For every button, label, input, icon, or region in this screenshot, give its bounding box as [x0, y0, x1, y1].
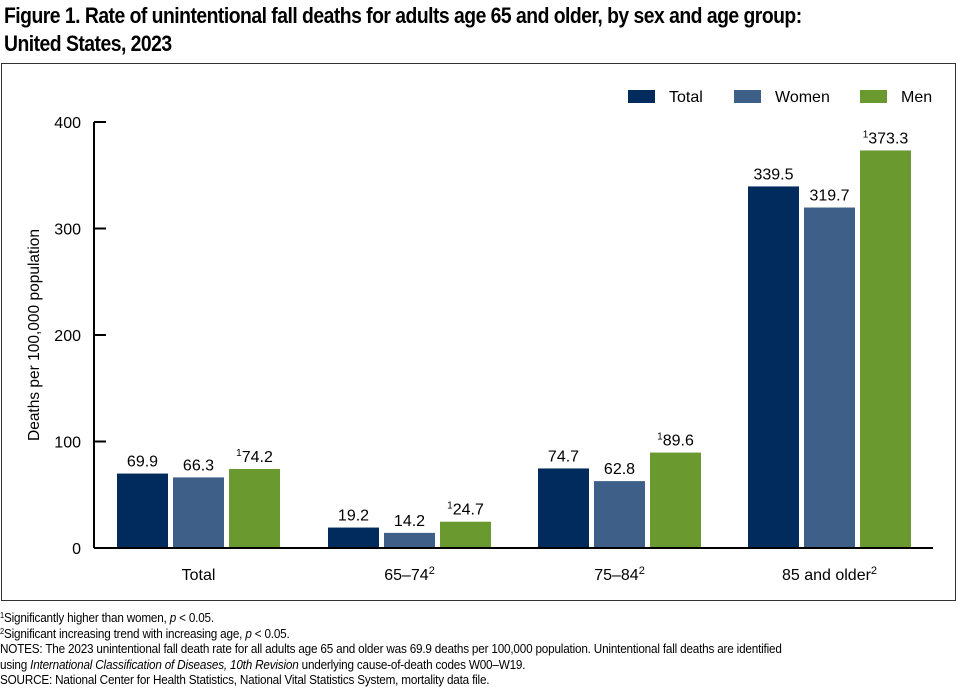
legend-item-men: Men: [860, 89, 932, 106]
data-label: 319.7: [809, 188, 849, 205]
footnote-2: 2Significant increasing trend with incre…: [0, 626, 290, 641]
data-label-superscript: 1: [863, 129, 869, 140]
data-label: 339.5: [753, 166, 793, 183]
figure-title: Figure 1. Rate of unintentional fall dea…: [4, 2, 823, 58]
figure-title-line-2: United States, 2023: [4, 31, 172, 56]
bar-women: [804, 207, 855, 548]
y-tick-label: 0: [72, 541, 81, 558]
bar-women: [594, 481, 645, 548]
footnote-1: 1Significantly higher than women, p < 0.…: [0, 611, 214, 625]
bar-group: 19.2 14.2 124.7: [328, 501, 491, 548]
bar-women: [384, 532, 435, 548]
legend: Total Women Men: [628, 89, 932, 106]
data-label: 69.9: [127, 454, 158, 471]
x-tick-label-superscript: 2: [871, 565, 877, 577]
bar-group: 339.5 319.7 1373.3: [748, 129, 911, 549]
y-tick-label: 200: [54, 328, 81, 345]
data-label: 174.2: [236, 448, 273, 466]
legend-item-total: Total: [628, 89, 703, 106]
data-label: 74.7: [548, 448, 579, 465]
y-axis-label: Deaths per 100,000 population: [26, 229, 43, 441]
data-label: 1373.3: [863, 129, 909, 147]
bar-group: 69.9 66.3 174.2: [117, 448, 280, 548]
data-label-value: 373.3: [868, 130, 908, 147]
x-tick-label: 75–842: [594, 565, 645, 584]
y-tick-label: 300: [54, 222, 81, 239]
data-label-superscript: 1: [657, 432, 663, 443]
bar-total: [538, 468, 589, 548]
x-tick-label-superscript: 2: [639, 565, 645, 577]
footnotes: 1Significantly higher than women, p < 0.…: [0, 611, 960, 689]
y-axis: 0 100 200 300 400: [54, 115, 106, 558]
notes-line-1: NOTES: The 2023 unintentional fall death…: [0, 642, 782, 657]
x-tick-label: 65–742: [384, 565, 435, 584]
legend-swatch: [734, 90, 761, 103]
data-label-value: 24.7: [453, 502, 484, 519]
data-label: 19.2: [338, 508, 369, 525]
data-label-superscript: 1: [447, 501, 453, 512]
x-tick-label: Total: [182, 567, 216, 584]
data-label-value: 74.2: [242, 449, 273, 466]
x-axis: Total 65–742 75–842 85 and older2: [94, 547, 933, 584]
x-tick-label-text: 65–74: [384, 567, 429, 584]
chart-frame: [1, 63, 956, 601]
x-tick-label-text: 75–84: [594, 567, 639, 584]
x-tick-label: 85 and older2: [782, 565, 877, 584]
bar-men: [860, 150, 911, 549]
x-tick-label-superscript: 2: [429, 565, 435, 577]
legend-label: Total: [669, 89, 703, 106]
legend-swatch: [860, 90, 887, 103]
bar-men: [440, 521, 491, 548]
data-label-value: 89.6: [663, 433, 694, 450]
legend-swatch: [628, 90, 655, 103]
source-line: SOURCE: National Center for Health Stati…: [0, 673, 490, 688]
legend-item-women: Women: [734, 89, 830, 106]
bar-group: 74.7 62.8 189.6: [538, 432, 701, 548]
legend-label: Men: [901, 89, 932, 106]
figure-title-line-1: Figure 1. Rate of unintentional fall dea…: [4, 3, 802, 28]
x-tick-label-text: Total: [182, 567, 216, 584]
bar-men: [650, 452, 701, 548]
bar-men: [229, 468, 280, 548]
bar-total: [748, 186, 799, 548]
data-label: 66.3: [183, 457, 214, 474]
bar-total: [328, 527, 379, 548]
bar-women: [173, 477, 224, 548]
y-tick-label: 100: [54, 435, 81, 452]
legend-label: Women: [775, 89, 830, 106]
data-label: 14.2: [394, 513, 425, 530]
x-tick-label-text: 85 and older: [782, 567, 872, 584]
data-label: 189.6: [657, 432, 694, 450]
bar-total: [117, 473, 168, 548]
notes-line-2: using International Classification of Di…: [0, 657, 526, 672]
data-label: 62.8: [604, 461, 635, 478]
data-label: 124.7: [447, 501, 484, 519]
y-tick-label: 400: [54, 115, 81, 132]
data-label-superscript: 1: [236, 448, 242, 459]
